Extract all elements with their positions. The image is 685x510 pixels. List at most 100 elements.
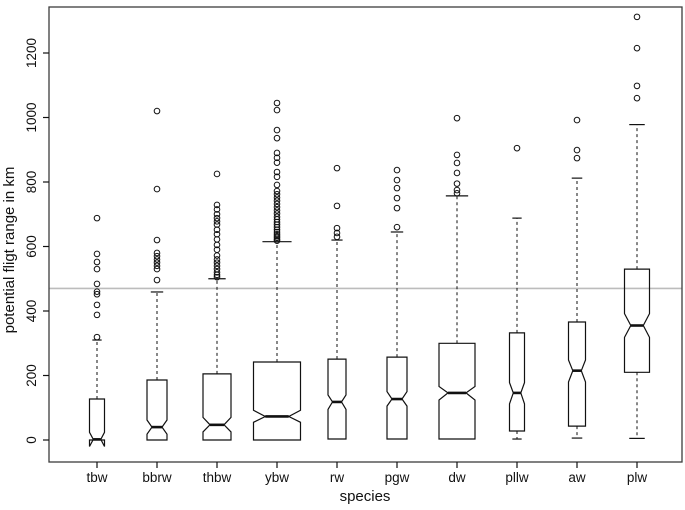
outlier-point	[213, 265, 221, 273]
y-tick-label: 600	[24, 235, 39, 258]
outlier-point	[273, 181, 281, 189]
outlier-point	[453, 169, 461, 177]
x-tick-label: pgw	[385, 470, 410, 485]
outlier-point	[573, 116, 581, 124]
x-axis-title: species	[340, 488, 391, 505]
outlier-point	[273, 207, 281, 214]
x-tick-label: aw	[568, 470, 586, 485]
outlier-point	[213, 246, 221, 254]
box-outline	[386, 356, 408, 440]
outlier-point	[453, 114, 461, 122]
outlier-point	[93, 288, 101, 295]
outlier-point	[333, 224, 341, 232]
outlier-point	[153, 185, 161, 193]
outlier-point	[93, 250, 101, 258]
outlier-point	[393, 204, 401, 212]
outlier-point	[93, 290, 101, 298]
outlier-point	[213, 170, 221, 178]
outlier-point	[453, 189, 461, 197]
outlier-point	[273, 173, 281, 181]
outlier-point	[273, 187, 281, 195]
outlier-point	[453, 159, 461, 167]
outlier-point	[393, 166, 401, 174]
x-tick-label: dw	[448, 470, 466, 485]
outlier-point	[273, 126, 281, 134]
outlier-point	[153, 107, 161, 115]
outlier-point	[333, 202, 341, 210]
outlier-point	[273, 106, 281, 114]
outlier-point	[153, 236, 161, 244]
outlier-point	[273, 203, 281, 211]
outlier-point	[153, 259, 161, 266]
outlier-point	[393, 176, 401, 184]
outlier-point	[213, 252, 221, 259]
y-tick-label: 0	[24, 436, 39, 444]
x-tick-label: rw	[330, 470, 344, 485]
outlier-point	[513, 144, 521, 152]
outlier-point	[273, 228, 281, 236]
box-group-pgw	[386, 166, 408, 440]
outlier-point	[93, 301, 101, 309]
outlier-point	[633, 82, 641, 90]
outlier-point	[153, 276, 161, 284]
box-group-pllw	[508, 144, 526, 440]
outlier-point	[273, 232, 281, 240]
outlier-point	[213, 221, 221, 228]
y-tick-label: 200	[24, 364, 39, 387]
box-outline	[88, 398, 106, 447]
outlier-point	[273, 230, 281, 238]
outlier-point	[273, 168, 281, 176]
outlier-point	[213, 218, 221, 225]
outlier-point	[333, 164, 341, 172]
box-outline	[438, 342, 476, 440]
outlier-point	[153, 249, 161, 257]
outlier-point	[153, 265, 161, 273]
outlier-point	[273, 99, 281, 107]
outlier-point	[153, 256, 161, 263]
x-tick-label: tbw	[86, 470, 107, 485]
x-tick-label: thbw	[203, 470, 232, 485]
outlier-point	[213, 230, 221, 238]
y-tick-label: 1200	[24, 38, 39, 68]
outlier-point	[93, 214, 101, 222]
box-group-tbw	[88, 214, 106, 447]
box-outline	[508, 332, 526, 432]
x-tick-label: plw	[627, 470, 648, 485]
outlier-point	[633, 94, 641, 102]
outlier-point	[333, 229, 341, 237]
outlier-point	[333, 233, 341, 241]
box-group-plw	[623, 13, 651, 439]
outlier-point	[273, 197, 281, 205]
outlier-point	[273, 149, 281, 157]
box-group-dw	[438, 114, 476, 440]
box-outline	[623, 268, 651, 373]
outlier-point	[153, 252, 161, 260]
outlier-point	[273, 134, 281, 142]
y-tick-label: 1000	[24, 102, 39, 132]
y-tick-label: 800	[24, 171, 39, 194]
y-axis-title: potential fligt range in km	[1, 167, 18, 334]
outlier-point	[273, 154, 281, 162]
outlier-point	[633, 44, 641, 52]
outlier-point	[273, 213, 281, 221]
box-group-ybw	[252, 99, 302, 441]
outlier-point	[213, 269, 221, 276]
outlier-point	[453, 180, 461, 187]
outlier-point	[153, 262, 161, 270]
outlier-point	[393, 194, 401, 202]
outlier-point	[213, 262, 221, 270]
outlier-point	[453, 186, 461, 194]
box-group-thbw	[202, 170, 232, 441]
x-tick-label: pllw	[505, 470, 529, 485]
outlier-point	[93, 265, 101, 273]
outlier-point	[213, 256, 221, 263]
plot-border	[48, 6, 683, 463]
x-tick-label: bbrw	[142, 470, 172, 485]
outlier-point	[93, 333, 101, 341]
outlier-point	[273, 200, 281, 208]
x-tick-label: ybw	[265, 470, 289, 485]
outlier-point	[393, 223, 401, 231]
outlier-point	[273, 210, 281, 217]
